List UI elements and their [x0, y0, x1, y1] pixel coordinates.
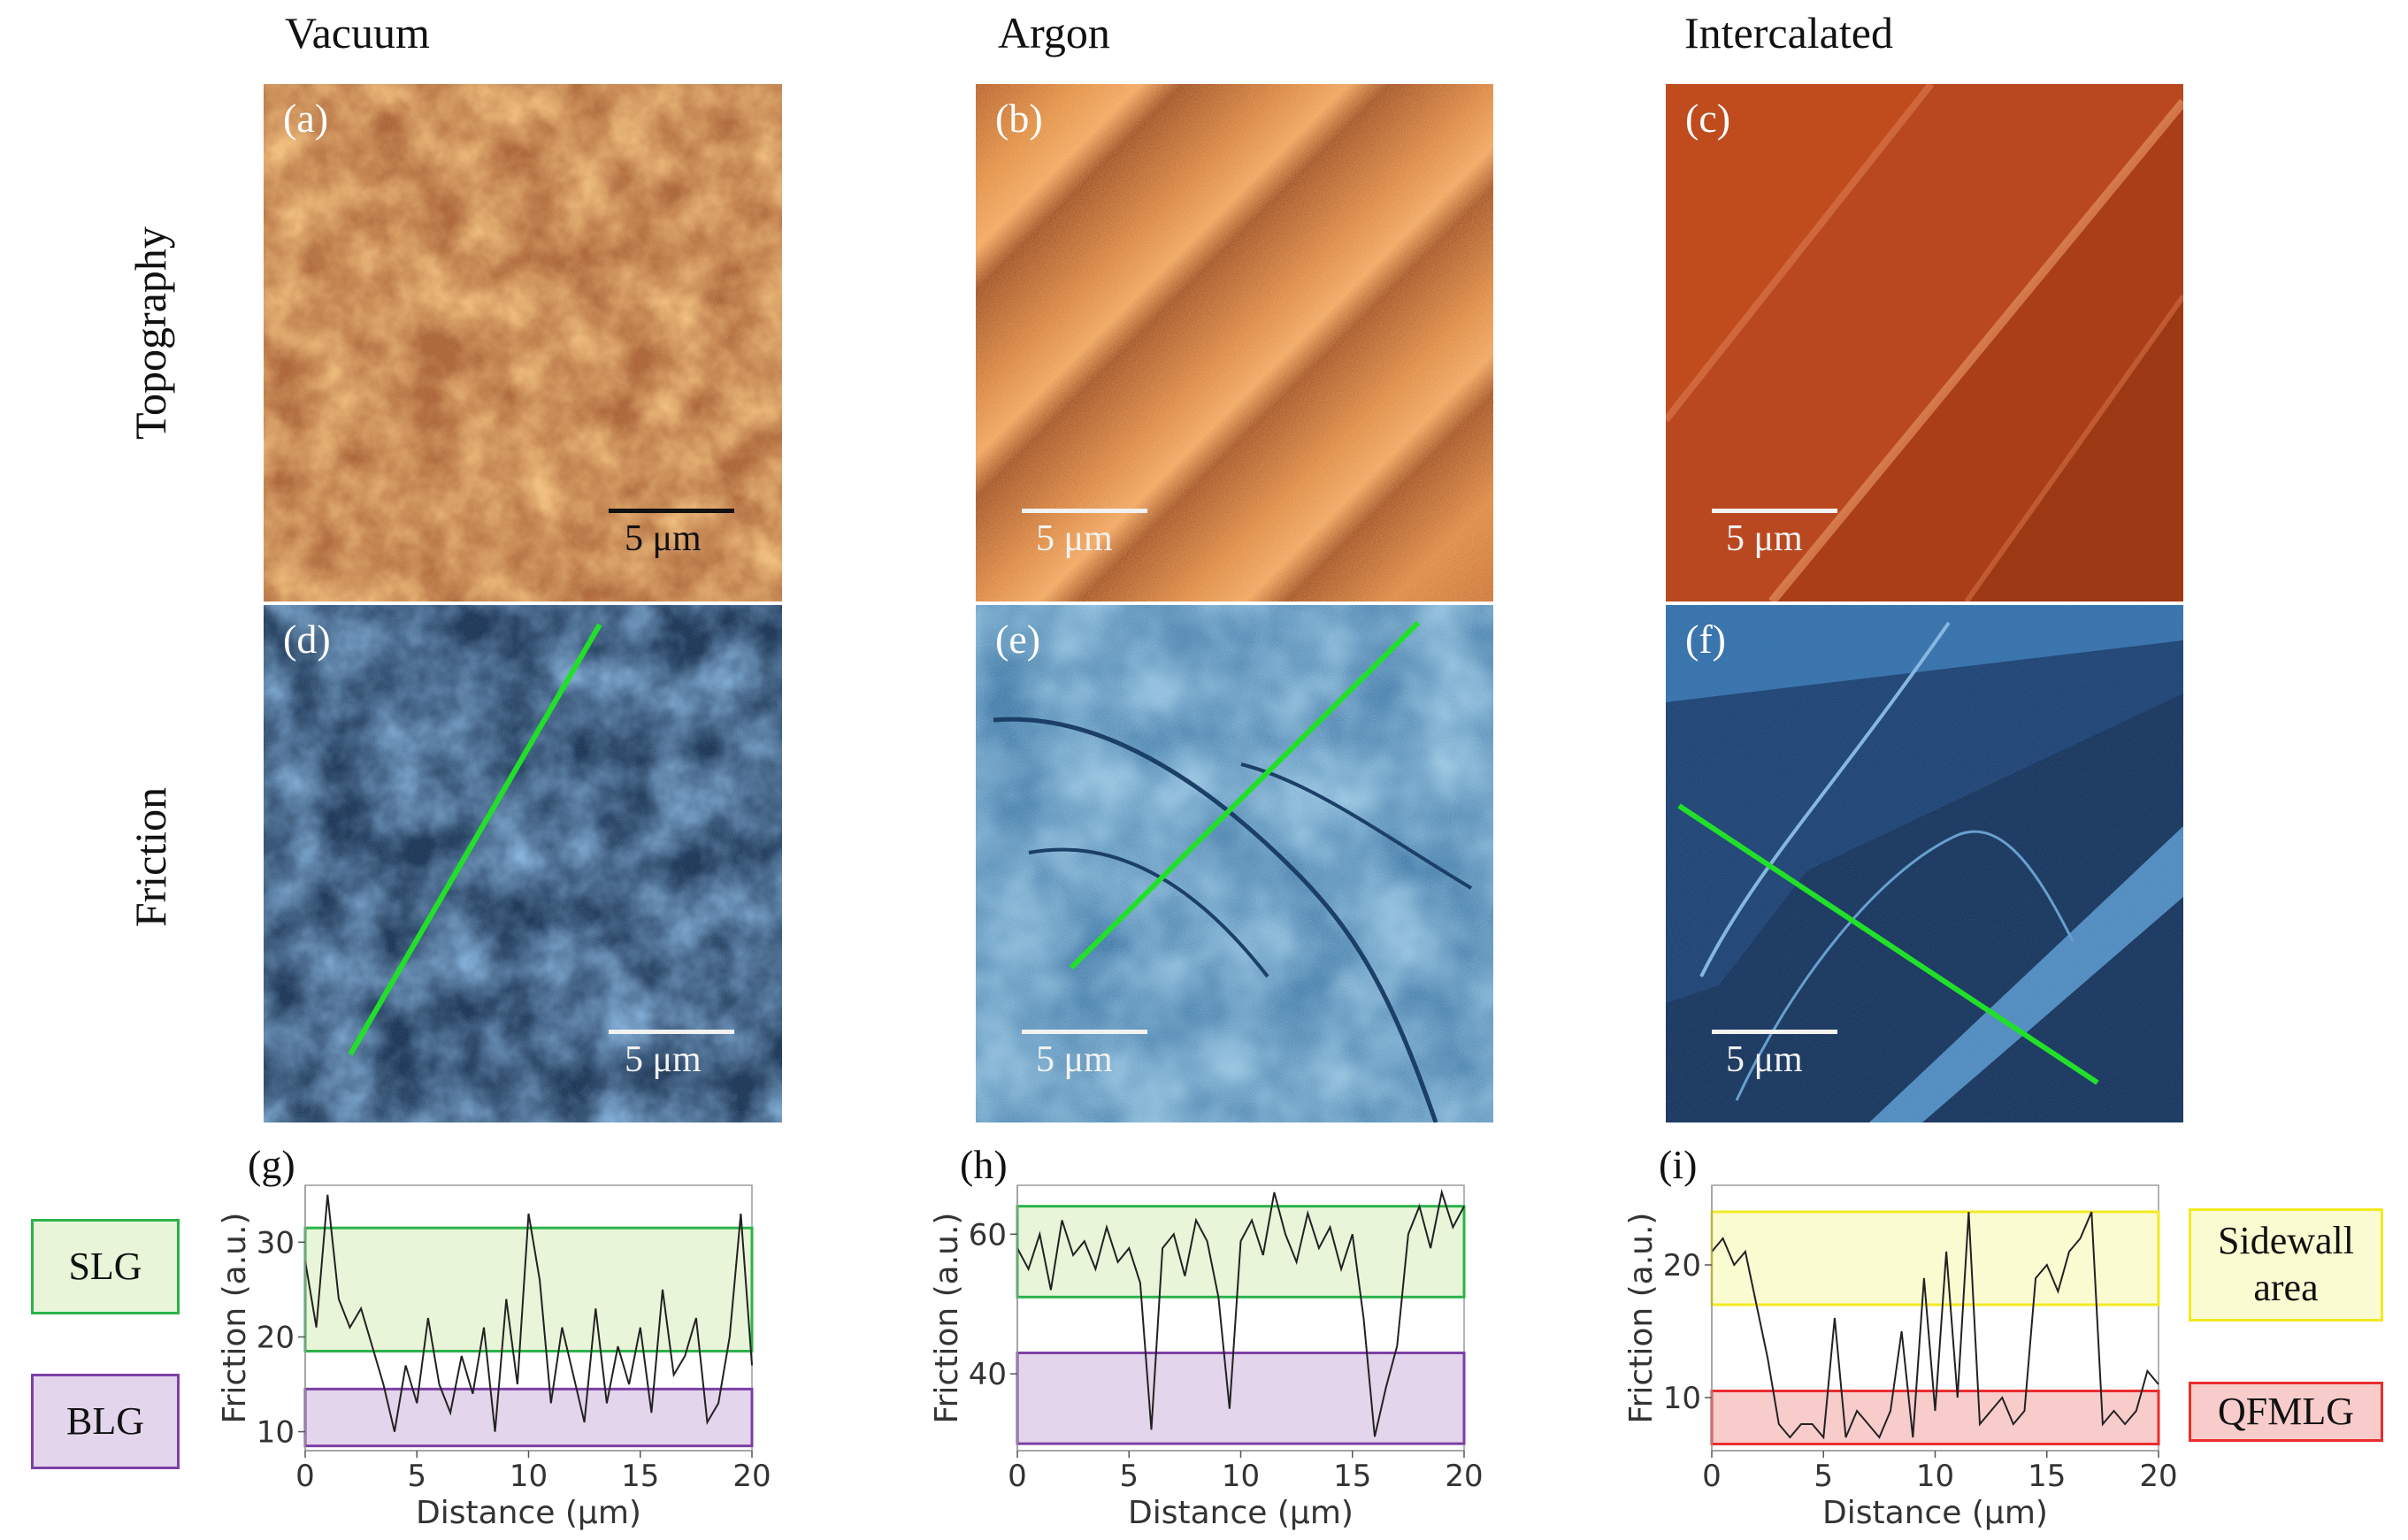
scale-bar-label: 5 μm	[625, 518, 702, 559]
legend-blg-label: BLG	[66, 1398, 144, 1443]
friction-image-argon: (e) 5 μm	[976, 605, 1493, 1122]
y-tick-label: 40	[969, 1357, 1007, 1392]
x-tick-label: 0	[295, 1459, 315, 1494]
scale-bar	[1712, 509, 1837, 513]
chart-label-h: (h)	[960, 1142, 1008, 1187]
band-blg	[303, 1387, 754, 1448]
legend-slg: SLG	[31, 1219, 180, 1314]
panel-label-b: (b)	[995, 96, 1043, 141]
legend-sidewall-label-line1: Sidewall	[2218, 1219, 2354, 1263]
chart-label-g: (g)	[248, 1142, 295, 1187]
y-tick-label: 20	[1663, 1248, 1701, 1283]
band-blg	[1016, 1351, 1466, 1445]
legend-sidewall-label-line2: area	[2253, 1266, 2319, 1309]
y-tick-label: 10	[257, 1415, 295, 1451]
x-tick-label: 5	[1119, 1459, 1139, 1494]
x-tick-label: 20	[1445, 1459, 1483, 1494]
scale-bar	[1712, 1030, 1837, 1034]
scale-bar	[1022, 509, 1147, 513]
y-tick-label: 30	[257, 1225, 295, 1260]
y-axis-label: Friction (a.u.)	[217, 1213, 253, 1424]
x-tick-label: 10	[1222, 1459, 1260, 1494]
topography-image-intercalated: (c) 5 μm	[1666, 84, 2183, 601]
x-axis-label: Distance (μm)	[416, 1495, 641, 1531]
scale-bar-label: 5 μm	[625, 1039, 702, 1080]
profile-line	[1069, 620, 1421, 970]
legend-slg-label: SLG	[68, 1244, 142, 1288]
profile-line	[348, 623, 602, 1056]
legend-sidewall-area: Sidewall area	[2189, 1208, 2383, 1322]
legend-qfmlg: QFMLG	[2189, 1382, 2383, 1442]
x-axis-label: Distance (μm)	[1128, 1495, 1354, 1531]
x-tick-label: 15	[1333, 1459, 1371, 1494]
scale-bar	[609, 1030, 734, 1034]
friction-profile-line	[304, 1194, 753, 1432]
y-tick-label: 10	[1663, 1381, 1701, 1416]
band-slg	[303, 1226, 754, 1353]
y-axis-label: Friction (a.u.)	[929, 1213, 965, 1424]
column-title-vacuum: Vacuum	[285, 8, 430, 57]
x-tick-label: 15	[621, 1459, 659, 1494]
scale-bar-label: 5 μm	[1036, 1039, 1113, 1080]
legend-blg: BLG	[31, 1374, 180, 1469]
panel-label-f: (f)	[1685, 617, 1726, 662]
panel-label-c: (c)	[1685, 96, 1731, 141]
friction-profile-line	[1711, 1211, 2159, 1440]
scale-bar-label: 5 μm	[1036, 518, 1113, 559]
friction-image-intercalated: (f) 5 μm	[1666, 605, 2183, 1122]
panel-label-e: (e)	[995, 617, 1041, 662]
x-axis-label: Distance (μm)	[1822, 1495, 2048, 1531]
x-tick-label: 5	[407, 1459, 426, 1494]
y-axis-label: Friction (a.u.)	[1623, 1213, 1660, 1424]
friction-profile-chart-intercalated: 0 5 10 15 20 10 20 Distance (μm) Friction (a.u.)	[1623, 1184, 2178, 1531]
friction-profile-chart-argon: 0 5 10 15 20 40 60 Distance (μm) Friction (a.u.)	[929, 1184, 1484, 1531]
y-tick-label: 60	[969, 1217, 1007, 1253]
legend-qfmlg-label: QFMLG	[2217, 1389, 2355, 1433]
y-tick-label: 20	[257, 1320, 295, 1355]
x-tick-label: 15	[2028, 1459, 2066, 1494]
row-label-friction: Friction	[126, 786, 175, 928]
panel-label-a: (a)	[283, 96, 329, 141]
scale-bar-label: 5 μm	[1726, 1039, 1803, 1080]
x-tick-label: 10	[510, 1459, 548, 1494]
x-tick-label: 10	[1916, 1459, 1954, 1494]
scale-bar	[1022, 1030, 1147, 1034]
x-tick-label: 5	[1814, 1459, 1833, 1494]
chart-label-i: (i)	[1659, 1142, 1698, 1187]
row-label-topography: Topography	[126, 226, 175, 440]
friction-profile-chart-vacuum: 0 5 10 15 20 10 20 30 Distance (μm) Friction (a.u…	[217, 1184, 771, 1531]
scale-bar	[609, 509, 734, 513]
x-tick-label: 20	[732, 1459, 771, 1494]
friction-profile-line	[1016, 1188, 1465, 1437]
x-tick-label: 20	[2139, 1459, 2177, 1494]
profile-line	[1677, 803, 2099, 1085]
column-title-argon: Argon	[998, 8, 1110, 57]
scale-bar-label: 5 μm	[1726, 518, 1803, 559]
topography-image-vacuum: (a) 5 μm	[264, 84, 782, 601]
column-title-intercalated: Intercalated	[1684, 8, 1893, 57]
friction-image-vacuum: (d) 5 μm	[264, 605, 782, 1122]
topography-image-argon: (b) 5 μm	[976, 84, 1493, 601]
x-tick-label: 0	[1008, 1459, 1027, 1494]
panel-label-d: (d)	[283, 617, 331, 662]
x-tick-label: 0	[1702, 1459, 1722, 1494]
